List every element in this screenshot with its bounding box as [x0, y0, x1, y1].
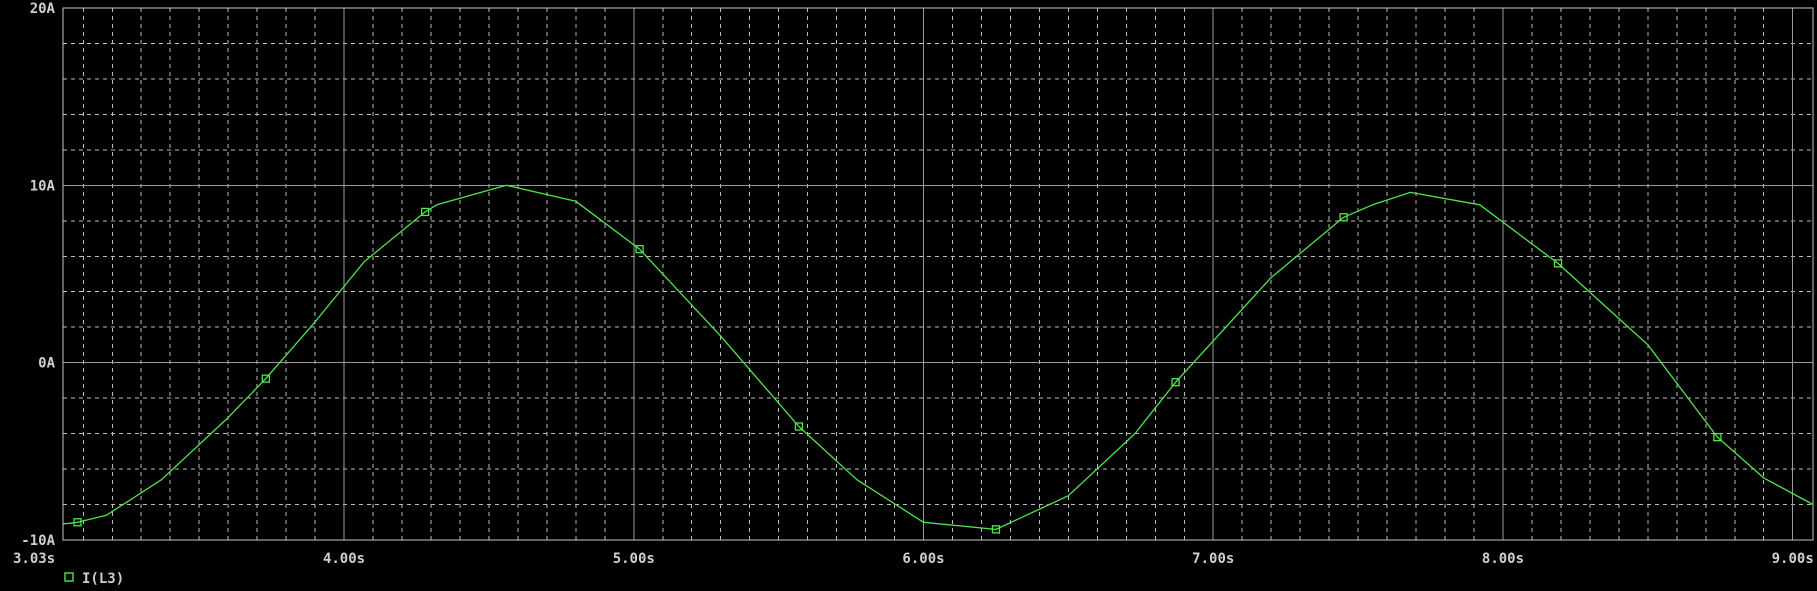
legend-label: I(L3) [82, 571, 124, 587]
y-tick-label: -10A [21, 533, 55, 549]
axis-labels: 20A 10A 0A -10A 3.03s 4.00s 5.00s 6.00s 7.00s 8.0… [13, 1, 1814, 567]
y-tick-label: 10A [30, 178, 56, 194]
x-tick-label: 3.03s [13, 551, 55, 567]
x-tick-label: 5.00s [613, 551, 655, 567]
data-point-marker [794, 422, 804, 431]
legend-marker-icon [64, 572, 74, 582]
data-point-marker [421, 207, 430, 217]
x-tick-label: 7.00s [1192, 551, 1234, 567]
x-tick-label: 9.00s [1772, 551, 1814, 567]
data-point-marker [1713, 432, 1722, 442]
data-point-marker [261, 374, 270, 383]
x-tick-label: 4.00s [323, 551, 365, 567]
plot-frame [62, 7, 1814, 541]
trace-markers [73, 207, 1722, 534]
x-tick-label: 6.00s [902, 551, 944, 567]
y-tick-label: 0A [38, 356, 55, 372]
legend[interactable]: I(L3) [64, 571, 124, 587]
data-point-marker [1171, 378, 1180, 387]
data-point-marker [991, 525, 1001, 534]
data-point-marker [635, 245, 644, 254]
data-point-marker [1339, 213, 1348, 222]
data-point-marker [73, 518, 82, 527]
y-tick-label: 20A [30, 1, 56, 17]
grid [62, 7, 1814, 541]
trace [62, 184, 1814, 531]
data-point-marker [1553, 259, 1563, 268]
x-tick-label: 8.00s [1482, 551, 1524, 567]
series-line [62, 184, 1814, 531]
